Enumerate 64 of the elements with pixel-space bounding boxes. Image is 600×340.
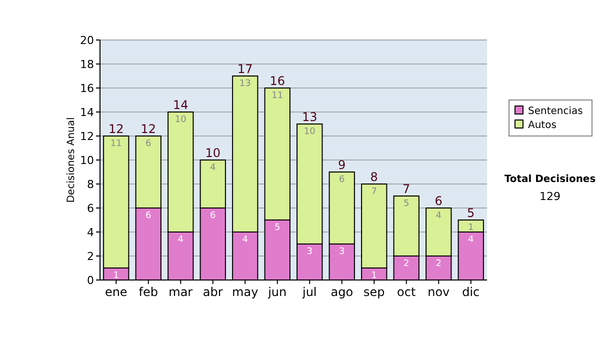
y-tick-label: 20	[80, 34, 94, 47]
data-label: 11	[110, 139, 122, 149]
total-label: 6	[434, 194, 442, 208]
data-label: 6	[146, 211, 152, 221]
x-tick-label: sep	[363, 285, 385, 299]
data-label: 4	[242, 235, 248, 245]
data-label: 1	[371, 271, 377, 281]
legend-label: Autos	[528, 120, 556, 131]
x-tick-label: ago	[330, 285, 354, 299]
total-label: 10	[205, 146, 221, 160]
x-tick-label: feb	[138, 285, 158, 299]
y-tick-label: 10	[80, 154, 94, 167]
y-axis-title: Decisiones Anual	[66, 117, 77, 203]
total-label: 7	[402, 182, 410, 196]
data-label: 4	[178, 235, 184, 245]
data-label: 1	[468, 223, 474, 233]
x-tick-label: nov	[428, 285, 450, 299]
total-label: 14	[172, 98, 188, 112]
data-label: 2	[404, 259, 410, 269]
data-label: 7	[371, 187, 377, 197]
data-label: 3	[339, 247, 345, 257]
x-tick-label: oct	[397, 285, 416, 299]
data-label: 2	[436, 259, 442, 269]
x-tick-label: jun	[267, 285, 287, 299]
x-tick-label: mar	[168, 285, 193, 299]
data-label: 10	[174, 115, 187, 125]
y-tick-label: 8	[87, 178, 94, 191]
data-label: 6	[210, 211, 216, 221]
data-label: 4	[210, 163, 216, 173]
data-label: 11	[272, 91, 284, 101]
y-tick-label: 16	[80, 82, 94, 95]
total-label: 8	[370, 170, 378, 184]
y-tick-label: 0	[87, 274, 94, 287]
y-tick-label: 6	[87, 202, 94, 215]
x-tick-label: ene	[104, 285, 128, 299]
total-label: 16	[270, 74, 286, 88]
y-tick-label: 14	[80, 106, 94, 119]
text: 129	[540, 190, 560, 203]
y-tick-label: 12	[80, 130, 94, 143]
data-label: 5	[404, 199, 410, 209]
x-tick-label: jul	[301, 285, 317, 299]
data-label: 6	[146, 139, 152, 149]
total-label: 9	[338, 158, 346, 172]
data-label: 6	[339, 175, 346, 185]
x-tick-label: dic	[462, 285, 480, 299]
x-tick-label: abr	[202, 285, 223, 299]
data-label: 10	[304, 127, 316, 137]
total-label: 17	[237, 62, 253, 76]
data-label: 1	[113, 271, 119, 281]
x-tick-label: may	[232, 285, 258, 299]
y-tick-label: 2	[87, 250, 94, 263]
y-tick-label: 18	[80, 58, 94, 71]
total-label: 12	[140, 122, 156, 136]
total-label: 12	[108, 122, 124, 136]
total-label: 5	[467, 206, 475, 220]
data-label: 13	[239, 79, 251, 89]
data-label: 4	[436, 211, 442, 221]
y-tick-label: 4	[87, 226, 94, 239]
data-label: 4	[468, 235, 474, 245]
data-label: 3	[306, 247, 312, 257]
legend-label: Sentencias	[528, 106, 583, 117]
total-label: 13	[302, 110, 318, 124]
text: Total Decisiones	[504, 174, 596, 185]
data-label: 5	[274, 223, 280, 233]
